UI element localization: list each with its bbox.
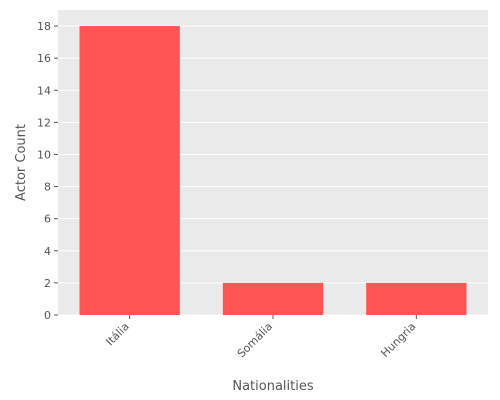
bar [222,282,324,315]
x-axis-ticks: Itália Somália Hungria [103,315,418,360]
y-tick-label: 4 [44,245,51,258]
y-axis-title: Actor Count [14,124,29,201]
y-tick-label: 10 [37,148,51,161]
y-tick-label: 12 [37,116,51,129]
bar [366,282,467,315]
y-axis-ticks: 0 2 4 6 8 10 12 14 16 18 [37,20,58,322]
x-axis-title: Nationalities [232,379,313,394]
x-tick-label: Hungria [378,320,418,360]
y-tick-label: 14 [37,84,51,97]
bars [79,26,467,315]
x-tick-label: Somália [235,320,275,360]
y-tick-label: 0 [44,309,51,322]
y-tick-label: 2 [44,277,51,290]
bar [79,26,180,315]
y-tick-label: 8 [44,181,51,194]
y-tick-label: 6 [44,213,51,226]
y-tick-label: 16 [37,52,51,65]
y-tick-label: 18 [37,20,51,33]
x-tick-label: Itália [103,320,131,348]
